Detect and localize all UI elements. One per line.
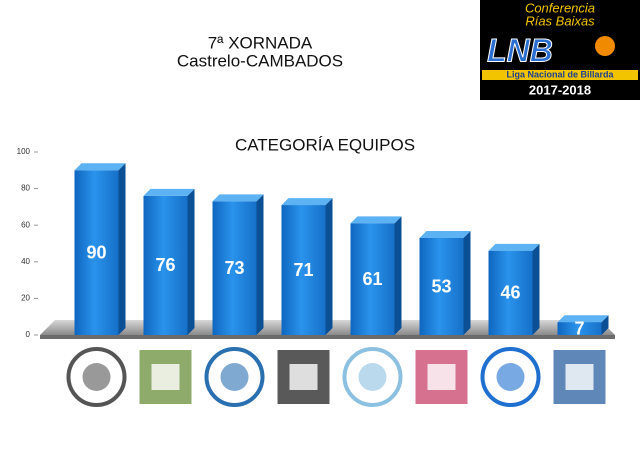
value-label: 73: [224, 258, 244, 278]
bar: [419, 238, 464, 335]
team-logo-shape: [289, 364, 318, 390]
bar-top: [74, 163, 126, 171]
y-tick-label: 20: [21, 294, 30, 303]
badge-line: Conferencia: [525, 0, 595, 15]
value-label: 7: [574, 318, 584, 338]
bar-side: [463, 231, 471, 335]
value-label: 76: [155, 255, 175, 275]
team-logo-shape: [565, 364, 594, 390]
bar-side: [532, 243, 540, 335]
badge: Conferencia Rías Baixas LNB Liga Naciona…: [480, 0, 640, 100]
value-label: 53: [431, 276, 451, 296]
bar-top: [419, 231, 471, 239]
bar-side: [118, 163, 126, 335]
bar-top: [143, 188, 195, 196]
value-label: 90: [86, 242, 106, 262]
floor-edge: [40, 335, 615, 339]
value-label: 61: [362, 269, 382, 289]
bar: [557, 322, 602, 335]
badge-band: [482, 70, 638, 80]
badge-line: Rías Baixas: [525, 13, 595, 28]
bar-side: [394, 216, 402, 335]
bar: [488, 250, 533, 335]
bar-side: [601, 315, 609, 335]
value-label: 46: [500, 283, 520, 303]
badge-logo: LNB: [487, 32, 553, 68]
bar-top: [350, 216, 402, 224]
y-tick-label: 100: [17, 147, 31, 156]
badge-icon: [595, 36, 615, 56]
badge-season: 2017-2018: [529, 82, 591, 97]
team-logo-shape: [358, 363, 387, 391]
bar-side: [187, 188, 195, 335]
bar-side: [256, 194, 264, 335]
title: 7ª XORNADA: [208, 33, 313, 52]
bar: [350, 223, 395, 335]
value-label: 71: [293, 260, 313, 280]
y-tick-label: 80: [21, 184, 30, 193]
y-tick-label: 40: [21, 257, 30, 266]
bar: [74, 170, 119, 335]
bar-top: [212, 194, 264, 202]
chart-title: CATEGORÍA EQUIPOS: [235, 135, 415, 154]
bar: [143, 195, 188, 335]
bar-side: [325, 198, 333, 335]
team-logo-shape: [427, 364, 456, 390]
team-logo-shape: [151, 364, 180, 390]
badge-league: Liga Nacional de Billarda: [506, 69, 614, 79]
subtitle: Castrelo-CAMBADOS: [177, 51, 343, 70]
team-logo-shape: [82, 363, 111, 391]
bar-top: [488, 243, 540, 251]
y-tick-label: 60: [21, 220, 30, 229]
bar: [212, 201, 257, 335]
y-tick-label: 0: [26, 330, 31, 339]
bar-top: [281, 198, 333, 206]
team-logo-shape: [496, 363, 525, 391]
bar-top: [557, 315, 609, 323]
team-logo-shape: [220, 363, 249, 391]
bar: [281, 205, 326, 335]
